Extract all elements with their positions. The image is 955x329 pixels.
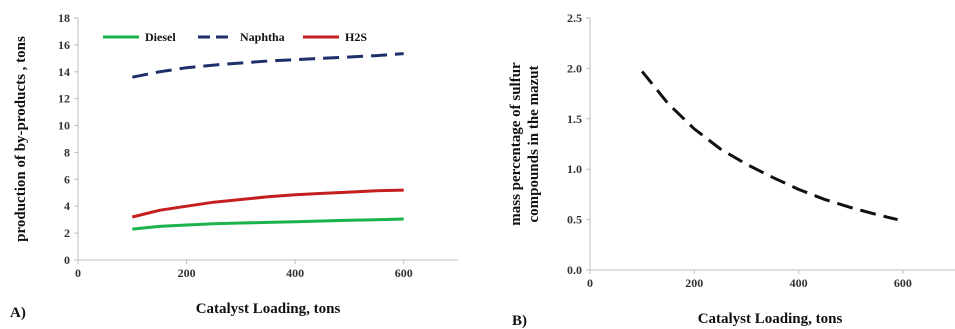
panel-a-y-tick-label: 4 [64,199,70,213]
panel-a-x-tick-label: 600 [395,266,413,280]
panel-b-y-tick-label: 1.0 [567,162,582,176]
panel-a-y-tick-label: 12 [58,92,70,106]
panel-b-y-axis-label-line-1: mass percentage of sulfur [508,62,524,226]
panel-a-y-tick-label: 8 [64,145,70,159]
panel-a-x-axis-label: Catalyst Loading, tons [196,301,341,317]
legend-label-naphtha: Naphtha [240,30,285,44]
panel-a: 0 2 4 6 8 10 12 14 16 18 0 200 400 600 Diesel Naphtha… [10,11,458,321]
panel-b-y-tick-label: 2.0 [567,61,582,75]
panel-a-y-tick-label: 0 [64,253,70,267]
legend-label-diesel: Diesel [145,30,176,44]
panel-a-x-tick-label: 200 [178,266,196,280]
panel-b-x-tick-label: 600 [894,276,912,290]
panel-a-y-tick-label: 16 [58,38,70,52]
panel-a-y-tick-label: 10 [58,119,70,133]
panel-b-y-tick-label: 1.5 [567,112,582,126]
panel-b-line-series-1 [640,70,898,222]
panel-b-y-axis-label-line-2: compounds in the mazut [526,65,542,222]
panel-a-y-tick-label: 2 [64,226,70,240]
panel-a-label: A) [10,305,26,321]
panel-a-line-diesel [132,217,404,231]
panel-a-line-h2s [131,188,404,219]
panel-a-x-tick-label: 400 [286,266,304,280]
panel-a-legend: Diesel Naphtha H2S [103,30,367,44]
panel-b-label: B) [512,313,527,329]
legend-label-h2s: H2S [345,30,367,44]
panel-a-y-axis-label: production of by-products , tons [13,36,29,242]
panel-a-y-tick-label: 6 [64,172,70,186]
panel-a-line-naphtha [132,52,404,79]
panel-b: 0.0 0.5 1.0 1.5 2.0 2.5 0 200 400 600 mass perce… [508,11,955,329]
panel-b-y-tick-label: 0.5 [567,213,582,227]
panel-a-y-tick-label: 18 [58,11,70,25]
panel-b-x-tick-label: 200 [685,276,703,290]
panel-b-x-axis-label: Catalyst Loading, tons [698,311,843,327]
panel-a-x-tick-label: 0 [75,266,81,280]
panel-b-y-tick-label: 2.5 [567,11,582,25]
panel-a-y-tick-label: 14 [58,65,70,79]
panel-b-x-tick-label: 0 [587,276,593,290]
panel-b-x-tick-label: 400 [790,276,808,290]
panel-b-y-tick-label: 0.0 [567,263,582,277]
